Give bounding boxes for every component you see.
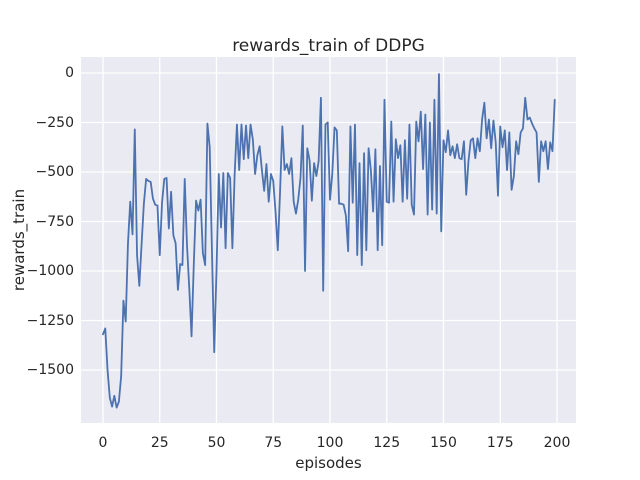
x-tick-label: 100 bbox=[316, 435, 344, 451]
x-tick-label: 150 bbox=[430, 435, 457, 451]
y-tick-label: −250 bbox=[35, 114, 74, 131]
x-tick-label: 0 bbox=[98, 435, 108, 451]
y-tick-label: −1250 bbox=[26, 312, 74, 329]
x-tick-label: 175 bbox=[486, 435, 514, 451]
y-tick-label: −500 bbox=[35, 164, 74, 180]
x-tick-label: 25 bbox=[150, 435, 169, 451]
line-chart bbox=[81, 57, 576, 423]
x-tick-label: 50 bbox=[207, 435, 226, 451]
plot-area bbox=[81, 57, 576, 423]
x-tick-label: 200 bbox=[543, 435, 571, 451]
x-axis-label: episodes bbox=[295, 454, 362, 472]
y-tick-label: 0 bbox=[65, 65, 74, 81]
y-tick-label: −1000 bbox=[26, 263, 74, 279]
y-tick-label: −1500 bbox=[26, 362, 74, 378]
y-tick-label: −750 bbox=[35, 213, 74, 230]
chart-title: rewards_train of DDPG bbox=[232, 36, 425, 56]
x-tick-label: 75 bbox=[264, 435, 283, 451]
x-tick-label: 125 bbox=[373, 435, 401, 451]
